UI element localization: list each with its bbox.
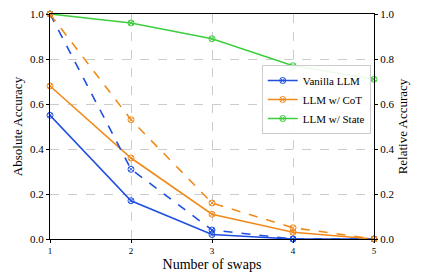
svg-text:Absolute Accuracy: Absolute Accuracy	[10, 76, 25, 176]
svg-text:0.4: 0.4	[30, 143, 44, 155]
svg-text:0.2: 0.2	[380, 188, 394, 200]
svg-text:3: 3	[210, 246, 215, 256]
svg-text:0.0: 0.0	[30, 233, 44, 245]
svg-text:0.0: 0.0	[380, 233, 394, 245]
svg-text:0.8: 0.8	[380, 53, 394, 65]
svg-text:0.2: 0.2	[30, 188, 44, 200]
svg-text:0.6: 0.6	[380, 98, 394, 110]
svg-text:Vanilla LLM: Vanilla LLM	[303, 75, 360, 87]
svg-text:0.4: 0.4	[380, 143, 394, 155]
svg-text:Number of swaps: Number of swaps	[163, 257, 262, 272]
svg-text:Relative Accuracy: Relative Accuracy	[395, 78, 410, 174]
svg-text:LLM w/ CoT: LLM w/ CoT	[303, 94, 363, 106]
svg-text:LLM w/ State: LLM w/ State	[303, 113, 365, 125]
svg-text:1: 1	[48, 246, 53, 256]
svg-text:5: 5	[372, 246, 377, 256]
svg-text:0.6: 0.6	[30, 98, 44, 110]
svg-text:2: 2	[129, 246, 134, 256]
svg-text:1.0: 1.0	[380, 8, 394, 20]
svg-text:1.0: 1.0	[30, 8, 44, 20]
svg-text:4: 4	[291, 246, 296, 256]
svg-text:0.8: 0.8	[30, 53, 44, 65]
